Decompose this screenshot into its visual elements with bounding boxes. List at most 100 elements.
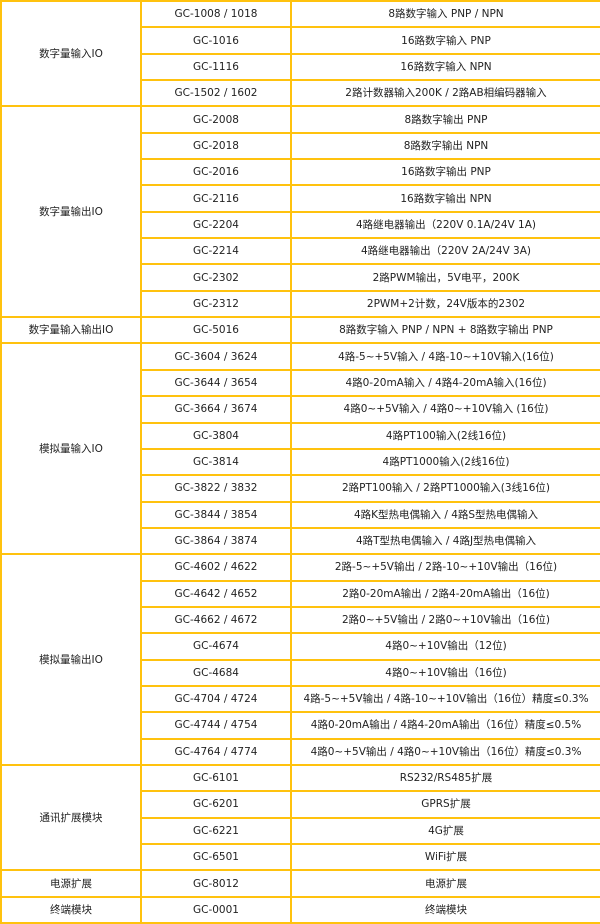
description-cell: 8路数字输出 PNP [290,105,600,134]
description-cell: RS232/RS485扩展 [290,763,600,793]
description-cell: 2路PWM输出，5V电平，200K [290,263,600,292]
description-cell: 2路计数器输入200K / 2路AB相编码器输入 [290,79,600,108]
description-cell: 4路0~+5V输入 / 4路0~+10V输入 (16位) [290,395,600,424]
table-row: GC-4744 / 4754 4路0-20mA输出 / 4路4-20mA输出（16… [1,711,600,740]
model-cell: GC-6201 [140,790,292,819]
description-cell: GPRS扩展 [290,790,600,819]
model-cell: GC-2204 [140,210,292,240]
table-row: 模拟量输入IO GC-3604 / 3624 4路-5~+5V输入 / 4路-10~… [0,342,600,556]
table-row: GC-2018 8路数字输出 NPN [1,131,600,161]
description-cell: 2PWM+2计数，24V版本的2302 [290,289,600,319]
model-cell: GC-6501 [140,842,292,872]
category-cell: 终端模块 [0,895,142,924]
model-cell: GC-3844 / 3854 [140,500,292,529]
description-cell: 4路T型热电偶输入 / 4路J型热电偶输入 [290,526,600,556]
model-cell: GC-4764 / 4774 [140,737,292,766]
table-row: GC-2302 2路PWM输出，5V电平，200K [1,263,600,292]
description-cell: 16路数字输出 NPN [290,184,600,213]
model-cell: GC-3822 / 3832 [140,474,292,503]
description-cell: 4G扩展 [290,816,600,846]
model-cell: GC-3804 [140,421,292,450]
table-row: GC-2016 16路数字输出 PNP [1,158,600,187]
description-cell: 2路-5~+5V输出 / 2路-10~+10V输出（16位) [290,553,600,582]
model-cell: GC-3644 / 3654 [140,368,292,398]
model-cell: GC-4662 / 4672 [140,605,292,635]
model-cell: GC-2302 [140,263,292,292]
table-row: GC-4662 / 4672 2路0~+5V输出 / 2路0~+10V输出（16位… [1,605,600,635]
table-row: GC-2312 2PWM+2计数，24V版本的2302 [1,289,600,319]
table-row: 模拟量输出IO GC-4602 / 4622 2路-5~+5V输出 / 2路-10~… [0,553,600,766]
category-cell: 模拟量输入IO [0,342,142,556]
table-row: GC-6501 WiFi扩展 [1,842,600,872]
description-cell: 4路继电器输出（220V 0.1A/24V 1A) [290,210,600,240]
description-cell: 4路0~+10V输出（16位) [290,658,600,687]
description-cell: 4路0-20mA输入 / 4路4-20mA输入(16位) [290,368,600,398]
table-row: GC-4764 / 4774 4路0~+5V输出 / 4路0~+10V输出（16位… [1,737,600,766]
table-row: GC-1116 16路数字输入 NPN [1,52,600,82]
table-row: GC-3822 / 3832 2路PT100输入 / 2路PT1000输入(3线1… [1,474,600,503]
model-cell: GC-3604 / 3624 [140,342,292,371]
table-row: GC-3664 / 3674 4路0~+5V输入 / 4路0~+10V输入 (16… [1,395,600,424]
model-cell: GC-5016 [140,316,292,345]
model-cell: GC-3664 / 3674 [140,395,292,424]
table-row: GC-3814 4路PT1000输入(2线16位) [1,447,600,477]
model-cell: GC-4744 / 4754 [140,711,292,740]
description-cell: 8路数字输出 NPN [290,131,600,161]
description-cell: 8路数字输入 PNP / NPN + 8路数字输出 PNP [290,316,600,345]
description-cell: 4路-5~+5V输入 / 4路-10~+10V输入(16位) [290,342,600,371]
table-row: 电源扩展 GC-8012 电源扩展 [0,869,600,898]
description-cell: 4路PT100输入(2线16位) [290,421,600,450]
description-cell: 2路0~+5V输出 / 2路0~+10V输出（16位) [290,605,600,635]
table-row: GC-3864 / 3874 4路T型热电偶输入 / 4路J型热电偶输入 [1,526,600,556]
model-cell: GC-2214 [140,237,292,266]
description-cell: 4路继电器输出（220V 2A/24V 3A) [290,237,600,266]
table-row: GC-4674 4路0~+10V输出（12位) [1,632,600,661]
table-row: GC-2116 16路数字输出 NPN [1,184,600,213]
table-row: GC-3804 4路PT100输入(2线16位) [1,421,600,450]
model-cell: GC-6221 [140,816,292,846]
model-cell: GC-4674 [140,632,292,661]
model-cell: GC-4602 / 4622 [140,553,292,582]
category-cell: 数字量输入IO [0,0,142,108]
table-row: GC-2204 4路继电器输出（220V 0.1A/24V 1A) [1,210,600,240]
table-row: GC-4642 / 4652 2路0-20mA输出 / 2路4-20mA输出（16… [1,579,600,608]
table-row: GC-1016 16路数字输入 PNP [1,26,600,55]
model-cell: GC-2018 [140,131,292,161]
table-row: 终端模块 GC-0001 终端模块 [0,895,600,924]
description-cell: 4路0~+10V输出（12位) [290,632,600,661]
table-row: 数字量输入输出IO GC-5016 8路数字输入 PNP / NPN + 8路数字输… [0,316,600,345]
description-cell: WiFi扩展 [290,842,600,872]
category-cell: 数字量输出IO [0,105,142,319]
description-cell: 2路0-20mA输出 / 2路4-20mA输出（16位) [290,579,600,608]
model-cell: GC-2312 [140,289,292,319]
table-row: 数字量输出IO GC-2008 8路数字输出 PNP [0,105,600,319]
model-cell: GC-2116 [140,184,292,213]
table-row: GC-6201 GPRS扩展 [1,790,600,819]
table-row: GC-3844 / 3854 4路K型热电偶输入 / 4路S型热电偶输入 [1,500,600,529]
table-row: GC-6221 4G扩展 [1,816,600,846]
category-cell: 通讯扩展模块 [0,763,142,872]
model-cell: GC-4684 [140,658,292,687]
description-cell: 16路数字输入 PNP [290,26,600,55]
table-row: GC-2214 4路继电器输出（220V 2A/24V 3A) [1,237,600,266]
model-cell: GC-8012 [140,869,292,898]
description-cell: 4路PT1000输入(2线16位) [290,447,600,477]
model-cell: GC-2008 [140,105,292,134]
description-cell: 4路0-20mA输出 / 4路4-20mA输出（16位）精度≤0.5% [290,711,600,740]
table-row: GC-4704 / 4724 4路-5~+5V输出 / 4路-10~+10V输出（… [1,684,600,714]
description-cell: 16路数字输入 NPN [290,52,600,82]
table-row: GC-3644 / 3654 4路0-20mA输入 / 4路4-20mA输入(16… [1,368,600,398]
model-cell: GC-1116 [140,52,292,82]
table-row: GC-1502 / 1602 2路计数器输入200K / 2路AB相编码器输入 [1,79,600,108]
model-cell: GC-1502 / 1602 [140,79,292,108]
description-cell: 4路K型热电偶输入 / 4路S型热电偶输入 [290,500,600,529]
description-cell: 2路PT100输入 / 2路PT1000输入(3线16位) [290,474,600,503]
model-cell: GC-1016 [140,26,292,55]
description-cell: 4路-5~+5V输出 / 4路-10~+10V输出（16位）精度≤0.3% [290,684,600,714]
description-cell: 终端模块 [290,895,600,924]
model-cell: GC-3864 / 3874 [140,526,292,556]
description-cell: 电源扩展 [290,869,600,898]
table-row: GC-4684 4路0~+10V输出（16位) [1,658,600,687]
